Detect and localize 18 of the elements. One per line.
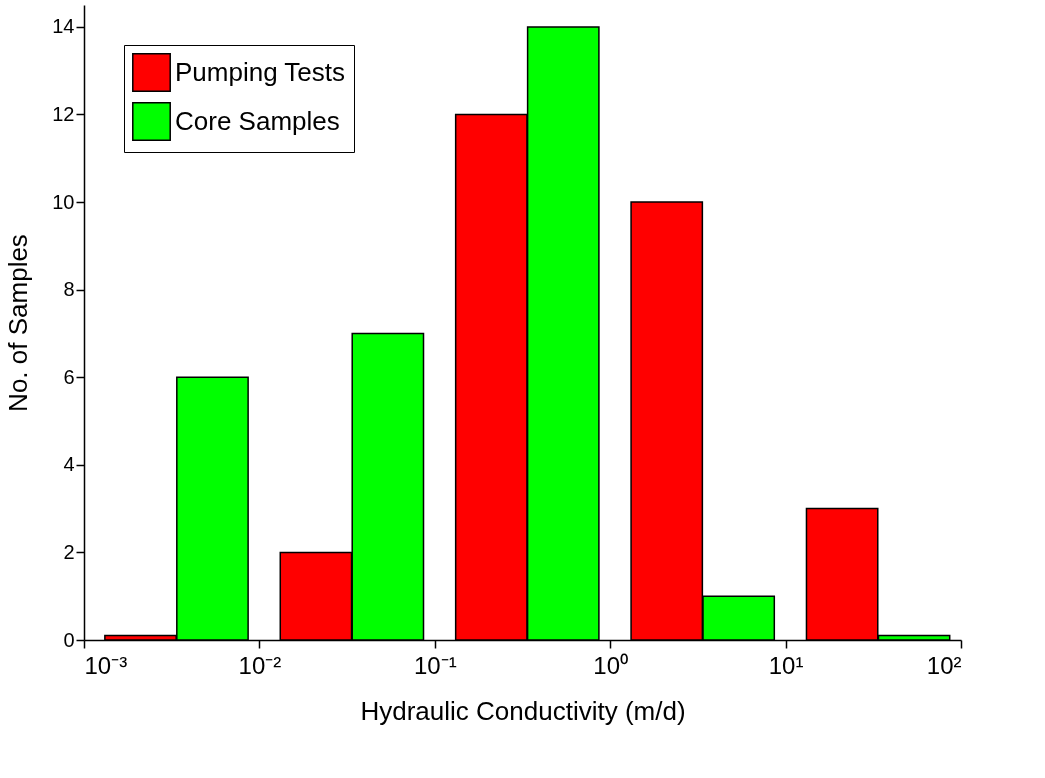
y-tick-label: 4 — [63, 453, 75, 476]
x-tick-label: 10⁰ — [593, 651, 629, 679]
legend-label: Core Samples — [175, 105, 340, 136]
y-axis-title: No. of Samples — [3, 234, 34, 412]
y-tick-label: 14 — [52, 15, 75, 38]
y-tick-label: 0 — [63, 628, 75, 651]
x-tick-label: 10¹ — [768, 651, 804, 679]
legend-label: Pumping Tests — [175, 56, 346, 87]
x-axis-title: Hydraulic Conductivity (m/d) — [360, 695, 686, 726]
y-tick-label: 2 — [63, 540, 75, 563]
x-tick-label: 10⁻¹ — [413, 651, 457, 679]
y-tick-label: 6 — [63, 365, 75, 388]
y-tick-label: 12 — [52, 102, 75, 125]
x-tick-label: 10² — [926, 651, 962, 679]
x-tick-label: 10⁻³ — [84, 651, 128, 679]
y-tick-label: 8 — [63, 278, 75, 301]
x-tick-label: 10⁻² — [238, 651, 282, 679]
y-tick-label: 10 — [52, 190, 75, 213]
